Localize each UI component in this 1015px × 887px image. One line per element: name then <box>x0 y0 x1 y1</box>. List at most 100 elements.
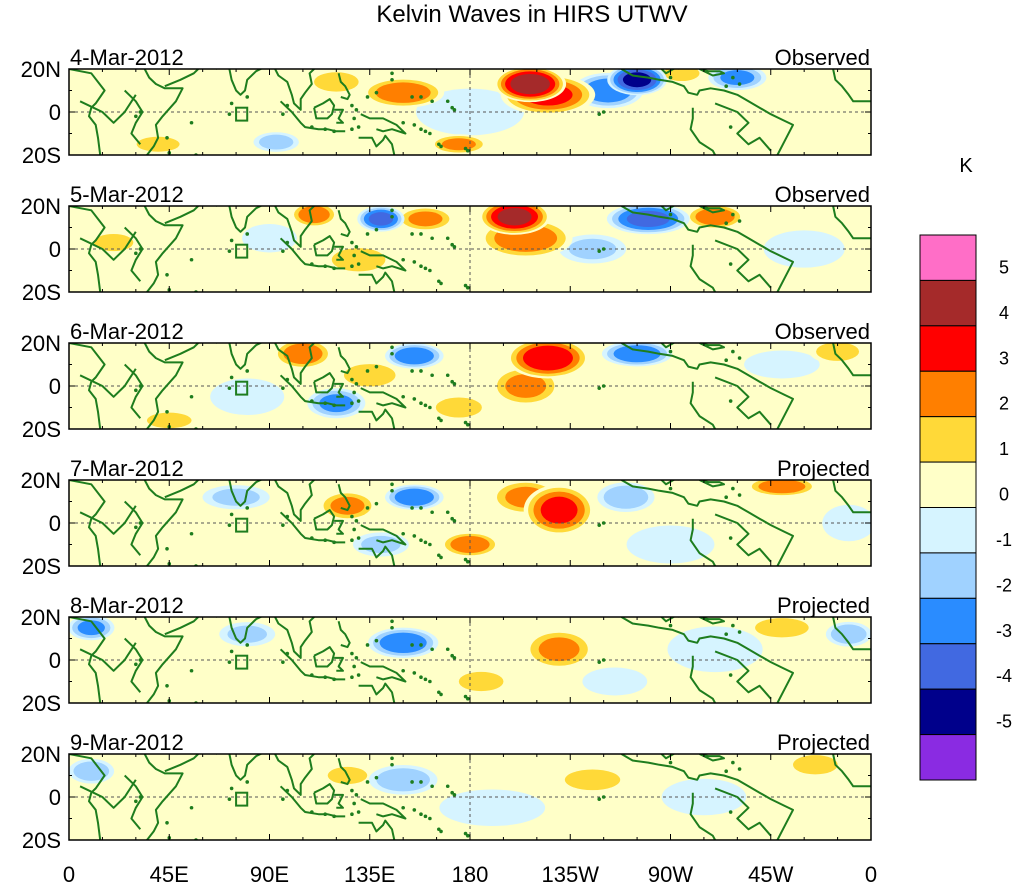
island <box>439 418 443 423</box>
island <box>419 812 423 816</box>
island <box>332 540 336 545</box>
island <box>428 405 432 410</box>
coastline <box>360 798 407 820</box>
island <box>419 675 423 679</box>
island <box>189 805 194 810</box>
island <box>390 214 394 219</box>
island <box>281 660 285 664</box>
region-box <box>235 243 249 259</box>
coastline <box>164 343 199 362</box>
coastline <box>360 113 407 135</box>
island <box>463 146 468 151</box>
island <box>354 793 359 797</box>
contour-blob <box>259 134 294 150</box>
coastline <box>689 381 716 429</box>
island <box>352 527 356 532</box>
colorbar: 5 4 3 2 1 0 -1 -2 -3 -4 -5 K <box>919 155 1012 781</box>
contour-blob <box>149 256 256 285</box>
contour-blob <box>259 515 325 553</box>
coastline <box>337 210 351 238</box>
panel-date: 5-Mar-2012 <box>70 182 184 207</box>
coastline <box>689 792 716 840</box>
contour-blob <box>792 755 838 775</box>
contour-blob <box>830 624 867 644</box>
island <box>423 266 428 271</box>
y-tick-label: 20S <box>22 143 61 168</box>
island <box>356 810 361 814</box>
island <box>354 656 359 660</box>
y-tick-label: 20S <box>22 828 61 853</box>
contour-blob <box>298 206 330 224</box>
island <box>365 95 370 99</box>
colorbar-swatch <box>919 597 977 645</box>
panel-status: Projected <box>777 456 870 481</box>
contour-blob <box>160 789 267 827</box>
island <box>731 760 735 765</box>
island <box>138 795 143 799</box>
island <box>354 108 359 112</box>
colorbar-label: -4 <box>996 666 1012 686</box>
contour-blob <box>458 671 504 692</box>
y-tick-label: 0 <box>49 374 61 399</box>
island <box>165 273 169 277</box>
island <box>138 658 143 662</box>
island <box>445 510 450 515</box>
x-tick-label: 135E <box>344 862 395 887</box>
panel-date: 6-Mar-2012 <box>70 319 184 344</box>
island <box>374 364 379 369</box>
island <box>724 84 728 88</box>
island <box>724 221 728 225</box>
contour-blob <box>564 769 621 791</box>
contour-blob <box>582 667 648 696</box>
island <box>452 656 457 660</box>
contour-blob <box>816 343 860 361</box>
island <box>445 647 450 652</box>
island <box>410 506 414 510</box>
contour-blob <box>361 535 401 554</box>
island <box>310 536 314 540</box>
island <box>138 247 143 251</box>
island <box>597 112 602 116</box>
island <box>365 780 370 784</box>
colorbar-label: -2 <box>996 575 1012 595</box>
y-tick-label: 20N <box>21 742 61 767</box>
island <box>310 673 314 677</box>
panel-date: 4-Mar-2012 <box>70 45 184 70</box>
island <box>401 257 405 262</box>
coastline <box>273 480 315 522</box>
contour-blob <box>744 350 820 379</box>
colorbar-label: -1 <box>996 530 1012 550</box>
island <box>430 784 434 789</box>
contour-blob <box>497 208 532 226</box>
chart-title: Kelvin Waves in HIRS UTWV <box>376 1 687 28</box>
y-tick-label: 0 <box>49 237 61 262</box>
coastline <box>337 73 351 101</box>
island <box>310 399 314 403</box>
coastline <box>689 244 716 292</box>
island <box>439 692 443 697</box>
coastline <box>360 250 407 272</box>
island <box>356 673 361 677</box>
island <box>452 793 457 797</box>
contour-blob <box>344 364 396 387</box>
island <box>332 677 336 682</box>
island <box>463 420 468 425</box>
island <box>350 377 354 382</box>
island <box>245 232 250 236</box>
coastline <box>832 480 871 514</box>
island <box>445 99 450 104</box>
island <box>412 808 417 812</box>
coastline <box>216 69 263 96</box>
island <box>332 814 336 819</box>
island <box>401 120 405 125</box>
island <box>138 110 143 114</box>
contour-blob <box>283 343 323 364</box>
island <box>352 664 356 669</box>
island <box>450 242 454 247</box>
coastline <box>358 545 396 566</box>
island <box>229 375 234 380</box>
island <box>437 827 441 832</box>
contour-blob <box>450 535 490 554</box>
coastline <box>699 343 725 351</box>
